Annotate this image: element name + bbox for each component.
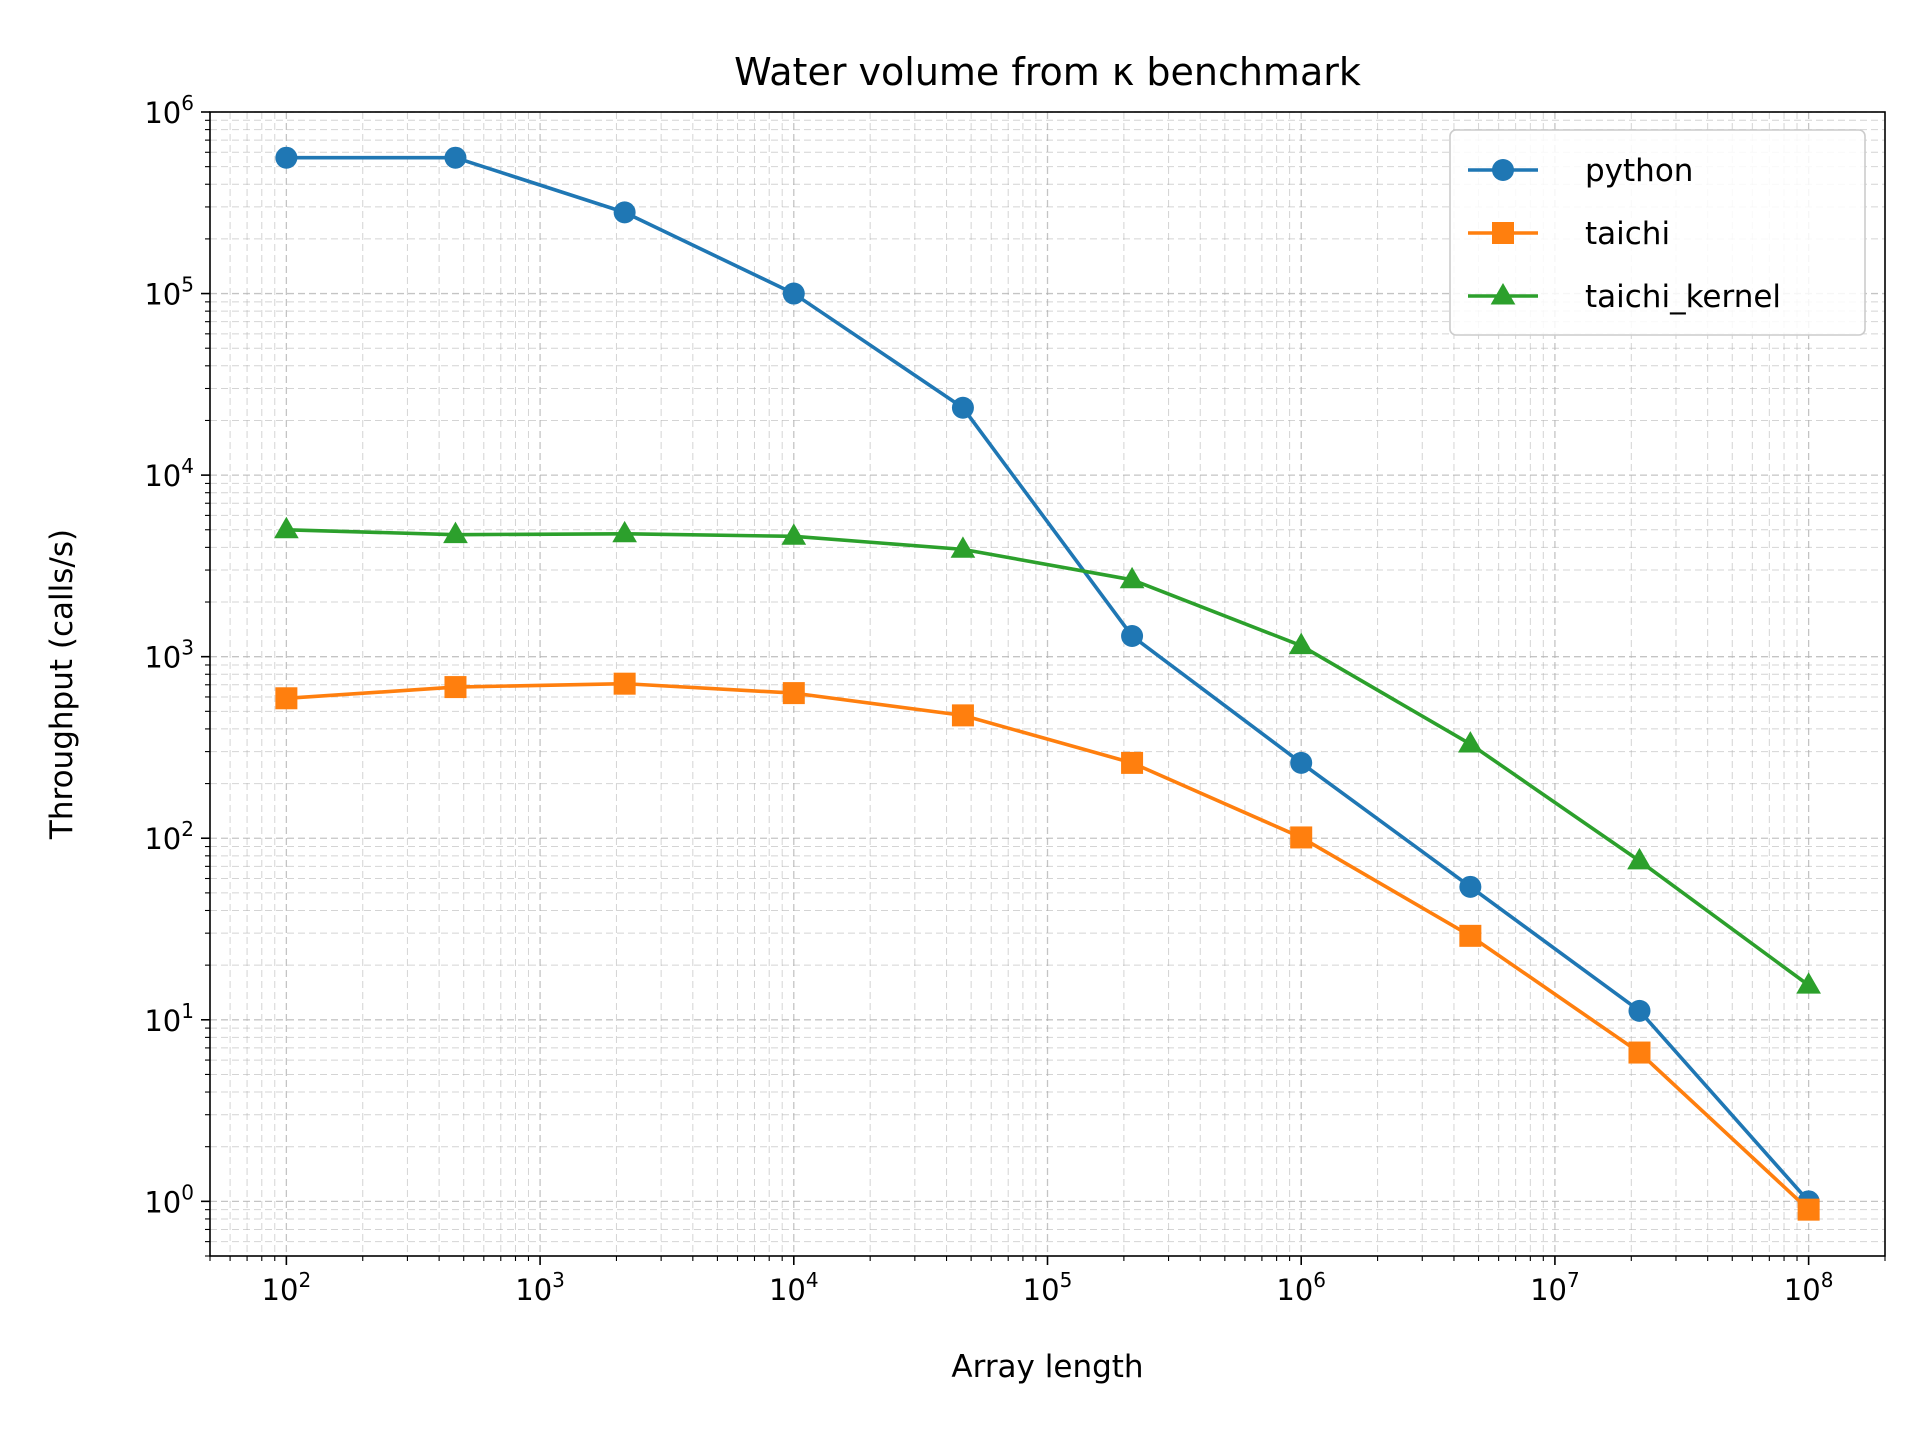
series-line-python [284, 155, 1811, 1204]
legend-marker [1492, 222, 1514, 244]
data-point-python [951, 396, 974, 419]
x-tick-label: 102 [262, 1268, 312, 1307]
x-tick-label: 106 [1276, 1268, 1326, 1307]
data-point-taichi [951, 704, 974, 727]
legend-marker [1490, 283, 1516, 305]
legend-label: python [1585, 153, 1693, 189]
x-tick-label: 105 [1023, 1268, 1073, 1307]
x-tick-label: 104 [769, 1268, 819, 1307]
data-point-python [444, 146, 467, 169]
data-point-taichi [1628, 1041, 1651, 1064]
data-point-taichi [613, 672, 636, 695]
data-point-python [613, 201, 636, 224]
series-line-taichi [284, 681, 1811, 1212]
data-point-taichi [1290, 826, 1313, 849]
data-point-taichi_kernel [443, 521, 468, 544]
y-tick-label: 101 [144, 999, 194, 1038]
data-point-taichi [1121, 751, 1144, 774]
data-point-python [1459, 875, 1482, 898]
legend-entry-taichi: taichi [1468, 216, 1670, 252]
x-tick-label: 108 [1784, 1268, 1834, 1307]
data-point-taichi [275, 687, 298, 710]
axis-ticks: 102 103 104 105 106 107 108 100 101 102 103 104 105 1… [144, 91, 1886, 1307]
legend-marker [1492, 159, 1514, 181]
data-point-taichi_kernel [1119, 566, 1145, 589]
y-tick-label: 106 [144, 91, 194, 130]
data-point-taichi_kernel [1796, 972, 1821, 994]
series-layer [274, 146, 1821, 1221]
y-tick-label: 105 [144, 273, 194, 312]
series-taichi_kernel [274, 516, 1821, 994]
y-tick-label: 104 [144, 454, 194, 493]
chart-title: Water volume from κ benchmark [734, 50, 1361, 94]
data-point-taichi_kernel [950, 536, 976, 558]
y-tick-label: 103 [144, 636, 194, 675]
data-point-python [782, 282, 805, 305]
data-point-taichi [444, 676, 467, 699]
legend-entry-taichi_kernel: taichi_kernel [1468, 279, 1781, 315]
data-point-taichi_kernel [781, 523, 807, 545]
data-point-python [275, 146, 298, 169]
series-line-taichi_kernel [284, 527, 1811, 988]
x-axis-title: Array length [951, 1349, 1143, 1385]
y-tick-label: 102 [144, 817, 194, 856]
y-tick-label: 100 [144, 1180, 194, 1219]
x-tick-label: 107 [1530, 1268, 1580, 1307]
x-tick-label: 103 [515, 1268, 565, 1307]
data-point-python [1121, 624, 1144, 647]
legend-box [1449, 129, 1866, 336]
data-point-taichi_kernel [612, 520, 637, 543]
y-axis-title: Throughput (calls/s) [44, 529, 80, 840]
legend-label: taichi [1585, 216, 1670, 252]
data-point-taichi [1459, 924, 1482, 947]
data-point-taichi [782, 682, 805, 705]
data-point-taichi_kernel [1627, 847, 1652, 870]
data-point-taichi_kernel [1457, 731, 1483, 753]
data-point-python [1290, 751, 1313, 774]
data-point-taichi [1797, 1198, 1820, 1221]
legend-label: taichi_kernel [1585, 279, 1781, 315]
legend: python taichi taichi_kernel [1449, 129, 1866, 336]
legend-entry-python: python [1468, 153, 1693, 189]
data-point-taichi_kernel [1288, 632, 1314, 655]
series-python [275, 146, 1820, 1213]
data-point-taichi_kernel [274, 516, 299, 539]
series-taichi [275, 672, 1820, 1221]
data-point-python [1628, 999, 1651, 1022]
